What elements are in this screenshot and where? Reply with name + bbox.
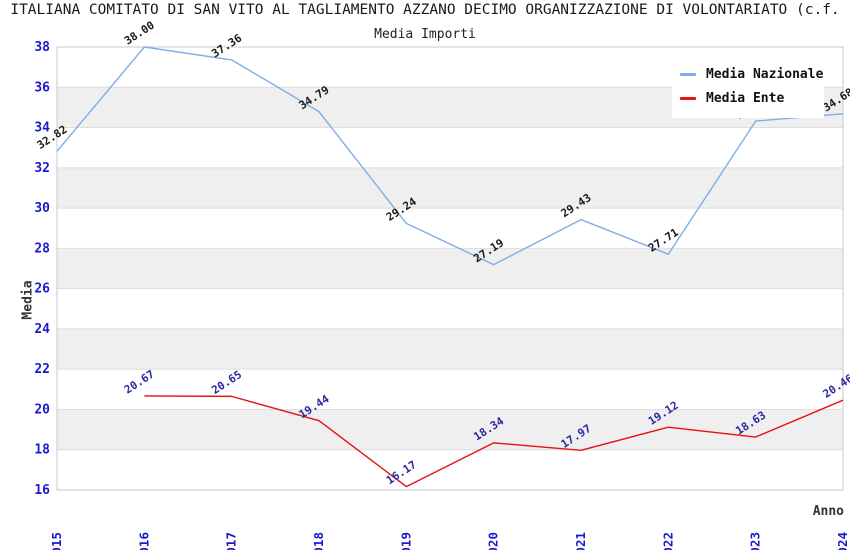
x-tick-label: 2021: [573, 532, 588, 550]
series-line-1: [144, 395, 844, 488]
x-tick-label: 2015: [49, 532, 64, 550]
x-tick-label: 2024: [835, 532, 850, 550]
y-tick-label: 30: [34, 201, 50, 216]
legend-item-media-ente: Media Ente: [680, 86, 820, 110]
chart-title: ITALIANA COMITATO DI SAN VITO AL TAGLIAM…: [10, 2, 840, 18]
x-tick-label: 2019: [398, 532, 413, 550]
y-tick-label: 18: [34, 443, 50, 458]
legend-item-media-nazionale: Media Nazionale: [680, 62, 824, 86]
y-tick-label: 26: [34, 282, 50, 297]
grid-band: [57, 328, 843, 370]
y-tick-label: 22: [34, 362, 50, 377]
grid-band: [57, 248, 843, 289]
grid-band: [57, 409, 843, 450]
x-tick-label: 2023: [748, 532, 763, 550]
line-marker-blue-icon: [680, 72, 696, 76]
y-tick-label: 34: [34, 121, 50, 136]
x-tick-label: 2017: [224, 532, 239, 550]
x-tick-label: 2016: [136, 532, 151, 550]
point-label: 38.00: [122, 19, 157, 48]
y-tick-label: 32: [34, 161, 50, 176]
x-tick-label: 2018: [311, 532, 326, 550]
point-label: 20.67: [122, 368, 157, 397]
plot-border: [56, 46, 844, 491]
y-tick-label: 16: [34, 483, 50, 498]
series-line-0: [56, 46, 844, 266]
y-tick-label: 28: [34, 241, 50, 256]
legend-label: Media Ente: [706, 90, 785, 106]
line-marker-red-icon: [680, 96, 696, 100]
y-tick-label: 38: [34, 40, 50, 55]
x-tick-label: 2022: [660, 532, 675, 550]
legend: Media Nazionale Media Ente: [672, 56, 824, 118]
y-tick-label: 24: [34, 322, 50, 337]
point-label: 20.65: [209, 368, 244, 397]
x-axis-label: Anno: [812, 504, 844, 519]
x-tick-label: 2020: [486, 532, 501, 550]
chart-subtitle: Media Importi: [374, 27, 476, 42]
y-tick-label: 20: [34, 402, 50, 417]
y-axis-label: Media: [20, 280, 36, 320]
point-label: 20.46: [821, 372, 850, 401]
y-tick-label: 36: [34, 80, 50, 95]
legend-label: Media Nazionale: [706, 66, 824, 82]
grid-band: [57, 167, 843, 209]
point-label: 37.36: [209, 31, 244, 60]
